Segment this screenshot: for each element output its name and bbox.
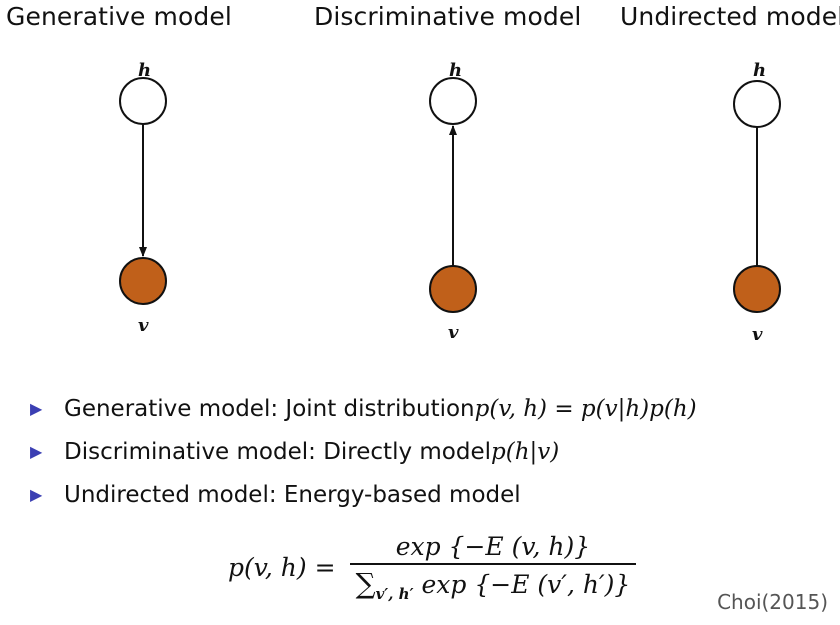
bullet-math: p(v, h) = p(v|h)p(h) (474, 395, 697, 422)
sum-symbol: ∑ (355, 567, 376, 600)
formula-fraction: exp {−E (v, h)} ∑v′, h′ exp {−E (v′, h′)… (349, 530, 637, 605)
triangle-bullet-icon: ▶ (30, 442, 43, 461)
formula-denominator: ∑v′, h′ exp {−E (v′, h′)} (350, 565, 637, 605)
gen-visible-node (119, 257, 167, 305)
formula-numerator: exp {−E (v, h)} (395, 532, 591, 561)
formula-lhs: p(v, h) = (228, 553, 336, 582)
triangle-bullet-icon: ▶ (30, 399, 43, 418)
title-undirected: Undirected model (620, 2, 840, 31)
bullet-text: Undirected model: Energy-based model (64, 481, 521, 508)
citation: Choi(2015) (717, 590, 828, 614)
bullet-text: Generative model: Joint distribution (64, 395, 475, 422)
denominator-exp: exp {−E (v′, h′)} (421, 570, 631, 599)
und-visible-node (733, 265, 781, 313)
bullet-text: Discriminative model: Directly model (64, 438, 491, 465)
gen-visible-label: v (138, 315, 149, 336)
bullet-math: p(h|v) (491, 438, 560, 465)
title-generative: Generative model (6, 2, 232, 31)
und-hidden-label: h (753, 60, 766, 81)
und-visible-label: v (752, 324, 763, 345)
bullet-item: ▶ Generative model: Joint distribution p… (30, 387, 697, 430)
fraction-bar (349, 563, 637, 565)
bullet-list: ▶ Generative model: Joint distribution p… (30, 387, 697, 516)
sum-subscript: v′, h′ (375, 585, 414, 603)
bullet-item: ▶ Discriminative model: Directly model p… (30, 430, 697, 473)
disc-visible-label: v (448, 322, 459, 343)
triangle-bullet-icon: ▶ (30, 485, 43, 504)
graphical-models-diagram: h v h v h v (119, 60, 781, 345)
gen-hidden-node (119, 77, 167, 125)
gen-hidden-label: h (138, 60, 151, 81)
title-discriminative: Discriminative model (314, 2, 582, 31)
disc-hidden-label: h (449, 60, 462, 81)
disc-visible-node (429, 265, 477, 313)
bullet-item: ▶ Undirected model: Energy-based model (30, 473, 697, 516)
energy-formula: p(v, h) = exp {−E (v, h)} ∑v′, h′ exp {−… (228, 530, 637, 605)
disc-hidden-node (429, 77, 477, 125)
und-hidden-node (733, 80, 781, 128)
